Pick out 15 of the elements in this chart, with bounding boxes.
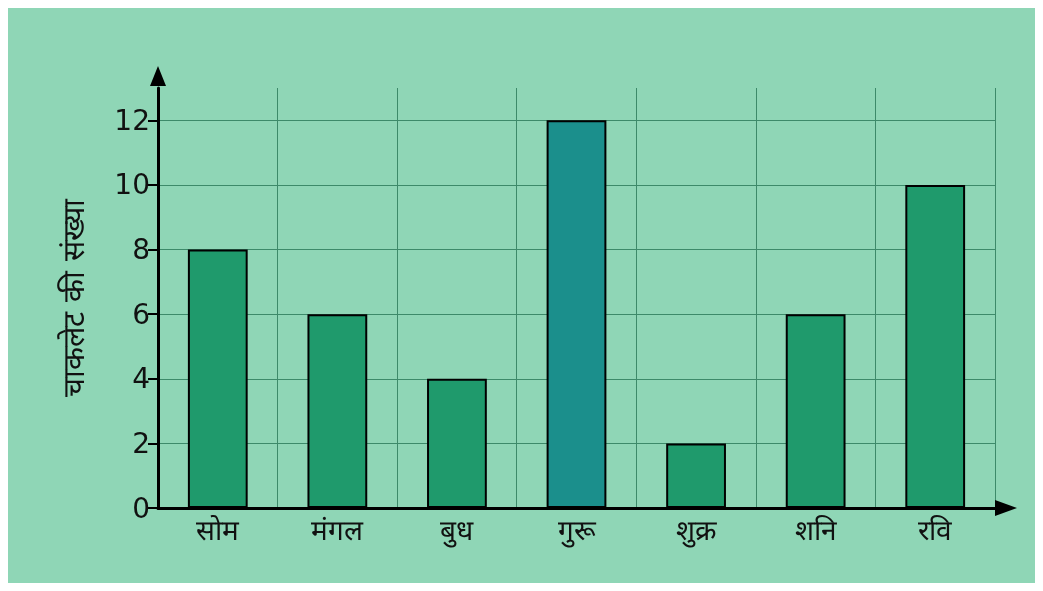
y-tick-label: 2: [132, 426, 150, 460]
y-axis-title: चाकलेट की संख्या: [55, 198, 91, 397]
x-tick-label: बुध: [440, 513, 475, 548]
x-tick-label: रवि: [918, 513, 953, 547]
x-tick-label: मंगल: [311, 513, 365, 547]
x-tick-label: शुक्र: [675, 513, 717, 548]
y-tick-label: 6: [132, 297, 150, 331]
y-tick-label: 12: [114, 103, 150, 137]
y-tick-label: 10: [114, 168, 150, 202]
y-tick-label: 4: [132, 362, 150, 396]
x-tick-label: शनि: [794, 513, 837, 547]
y-tick-label: 0: [132, 491, 150, 525]
x-tick-label: सोम: [196, 513, 241, 547]
y-tick-label: 8: [132, 233, 150, 267]
x-tick-label: गुरू: [557, 513, 597, 548]
